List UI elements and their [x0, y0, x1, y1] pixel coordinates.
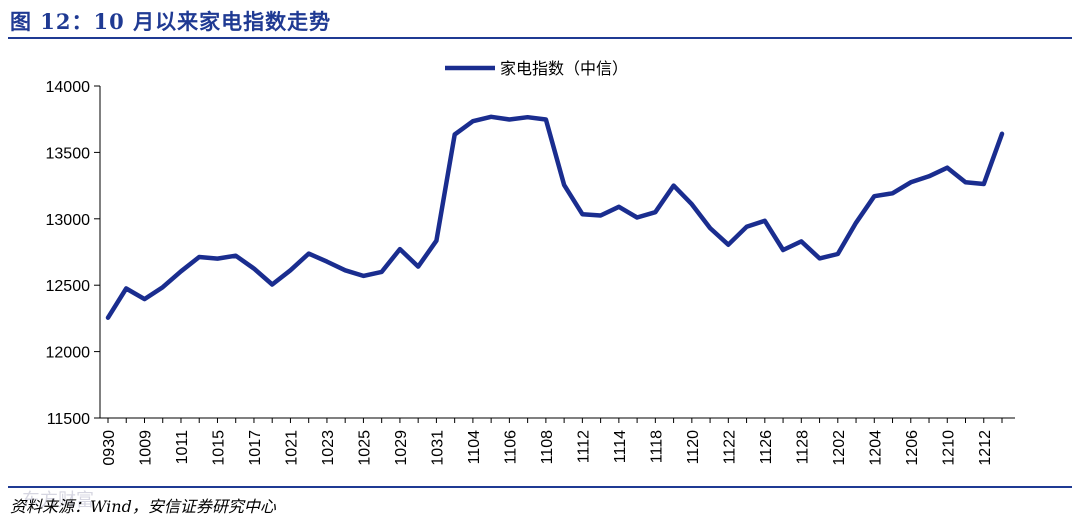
- x-tick-label: 1204: [867, 430, 884, 466]
- x-tick-label: 1009: [137, 430, 154, 466]
- title-divider: [8, 37, 1072, 39]
- line-chart: 11500 12000 12500 13000 13500 14000 0930 1009 10…: [46, 59, 1015, 466]
- figure-title: 图 12：10 月以来家电指数走势: [10, 9, 332, 34]
- chart-legend: 家电指数（中信）: [445, 59, 628, 78]
- x-tick-label: 1114: [612, 430, 629, 463]
- x-tick-label: 1202: [831, 430, 848, 466]
- x-tick-label: 1031: [429, 430, 446, 466]
- x-tick-label: 1206: [904, 430, 921, 466]
- x-tick-label: 1112: [575, 430, 592, 463]
- legend-label: 家电指数（中信）: [500, 59, 628, 78]
- y-tick-label: 11500: [47, 411, 90, 428]
- x-tick-label: 1011: [174, 430, 191, 465]
- x-tick-label: 1120: [685, 430, 702, 465]
- source-note: 资料来源：Wind，安信证券研究中心: [10, 497, 276, 516]
- x-tick-label: 1122: [721, 430, 738, 465]
- x-tick-label: 1212: [977, 430, 994, 466]
- y-tick-label: 14000: [46, 79, 91, 96]
- x-tick-label: 1106: [502, 430, 519, 465]
- x-tick-label: 1118: [648, 430, 665, 463]
- chart-series: [105, 114, 1005, 320]
- x-tick-label: 0930: [101, 430, 118, 466]
- y-tick-label: 13000: [46, 212, 91, 229]
- x-tick-label: 1128: [794, 430, 811, 465]
- x-tick-label: 1017: [247, 430, 264, 466]
- y-tick-label: 13500: [46, 145, 91, 162]
- x-tick-label: 1025: [356, 430, 373, 466]
- y-tick-label: 12500: [46, 278, 91, 295]
- y-tick-label: 12000: [46, 345, 91, 362]
- chart-axes: 11500 12000 12500 13000 13500 14000 0930 1009 10…: [46, 79, 1015, 466]
- x-tick-label: 1021: [283, 430, 300, 466]
- x-tick-label: 1210: [940, 430, 957, 466]
- x-tick-label: 1023: [320, 430, 337, 466]
- footer-divider: [8, 486, 1072, 488]
- series-line-jiadian-index: [105, 114, 1005, 320]
- watermark-text: 东方财富: [22, 490, 94, 511]
- x-tick-label: 1108: [539, 430, 556, 465]
- x-tick-label: 1126: [758, 430, 775, 465]
- x-tick-label: 1015: [210, 430, 227, 466]
- x-tick-label: 1029: [393, 430, 410, 466]
- x-tick-label: 1104: [466, 430, 483, 465]
